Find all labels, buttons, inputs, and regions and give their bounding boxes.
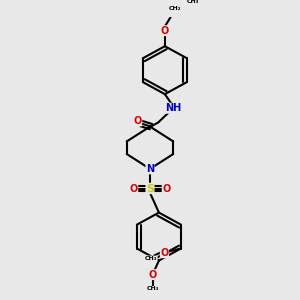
Text: CH₃: CH₃ [145,256,157,261]
Text: CH₂: CH₂ [169,6,182,10]
Text: NH: NH [165,103,181,113]
Text: O: O [161,26,169,36]
Text: CH₃: CH₃ [147,286,159,291]
Text: CH₃: CH₃ [187,0,199,4]
Text: O: O [130,184,138,194]
Text: O: O [160,248,169,258]
Text: N: N [146,164,154,174]
Text: O: O [162,184,170,194]
Text: O: O [134,116,142,126]
Text: S: S [146,184,154,194]
Text: O: O [149,270,157,280]
